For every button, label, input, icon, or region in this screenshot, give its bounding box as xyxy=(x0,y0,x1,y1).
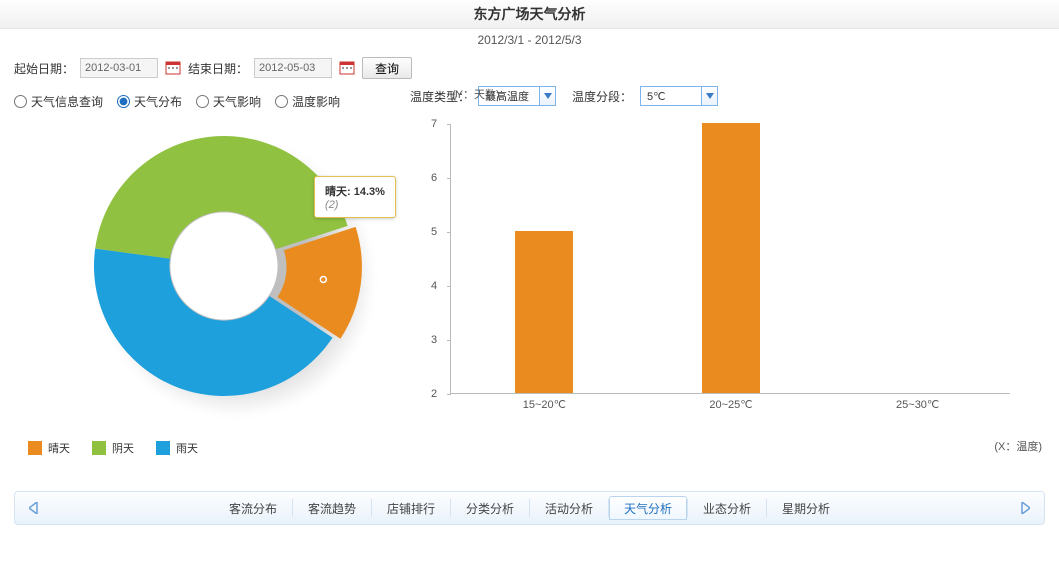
tab-客流分布[interactable]: 客流分布 xyxy=(214,496,292,520)
query-button[interactable]: 查询 xyxy=(362,57,412,79)
radio-label: 天气分布 xyxy=(134,93,182,110)
x-tick-label: 20~25℃ xyxy=(709,398,752,411)
radio-label: 温度影响 xyxy=(292,93,340,110)
y-tick-label: 7 xyxy=(431,118,437,130)
radio-option[interactable]: 天气分布 xyxy=(117,93,182,110)
y-axis-title: (Y：天数) xyxy=(452,86,500,102)
bar-chart-container: 温度类型： 最高温度 温度分段： 5℃ (Y：天数) 2 3 4 5 6 7 15~20℃ 2… xyxy=(410,86,1050,456)
calendar-icon[interactable] xyxy=(164,59,182,77)
y-tick-label: 4 xyxy=(431,280,437,292)
end-date-input[interactable] xyxy=(254,58,332,78)
tabs-list: 客流分布客流趋势店铺排行分类分析活动分析天气分析业态分析星期分析 xyxy=(45,496,1014,520)
bar[interactable] xyxy=(702,123,760,393)
date-picker-row: 起始日期： 结束日期： 查询 xyxy=(14,57,1045,79)
legend-label: 雨天 xyxy=(176,440,198,456)
tooltip-label: 晴天: 14.3% xyxy=(325,186,385,198)
y-tick-label: 6 xyxy=(431,172,437,184)
y-tick-label: 2 xyxy=(431,388,437,400)
tabs-next-arrow[interactable] xyxy=(1014,497,1036,519)
legend-swatch xyxy=(28,441,42,455)
radio-option[interactable]: 天气信息查询 xyxy=(14,93,103,110)
calendar-icon[interactable] xyxy=(338,59,356,77)
x-tick-label: 25~30℃ xyxy=(896,398,939,411)
bottom-tab-bar: 客流分布客流趋势店铺排行分类分析活动分析天气分析业态分析星期分析 xyxy=(14,491,1045,525)
radio-input[interactable] xyxy=(14,95,27,108)
radio-input[interactable] xyxy=(117,95,130,108)
radio-label: 天气影响 xyxy=(213,93,261,110)
tab-客流趋势[interactable]: 客流趋势 xyxy=(293,496,371,520)
legend-label: 阴天 xyxy=(112,440,134,456)
date-range-display: 2012/3/1 - 2012/5/3 xyxy=(0,33,1059,47)
pie-tooltip: 晴天: 14.3% (2) xyxy=(314,176,396,218)
temp-step-select[interactable]: 5℃ xyxy=(640,86,718,106)
pie-legend: 晴天 阴天 雨天 xyxy=(28,440,198,456)
start-date-input[interactable] xyxy=(80,58,158,78)
main-chart-area: 晴天: 14.3% (2) 晴天阴天雨天 温度类型： 最高温度 温度分段： 5℃… xyxy=(0,116,1059,476)
radio-option[interactable]: 天气影响 xyxy=(196,93,261,110)
bar-controls-row: 温度类型： 最高温度 温度分段： 5℃ xyxy=(410,86,1050,106)
tooltip-count: (2) xyxy=(325,199,385,211)
legend-swatch xyxy=(156,441,170,455)
x-axis-title: (X：温度) xyxy=(994,438,1042,454)
bar[interactable] xyxy=(515,231,573,393)
x-tick-label: 15~20℃ xyxy=(523,398,566,411)
end-date-label: 结束日期： xyxy=(188,60,248,77)
bar-chart: 2 3 4 5 6 7 15~20℃ 20~25℃ 25~30℃ xyxy=(410,112,1030,422)
tab-天气分析[interactable]: 天气分析 xyxy=(609,496,687,520)
legend-item[interactable]: 阴天 xyxy=(92,440,134,456)
tabs-prev-arrow[interactable] xyxy=(23,497,45,519)
radio-label: 天气信息查询 xyxy=(31,93,103,110)
pie-chart-container: 晴天: 14.3% (2) 晴天 阴天 雨天 xyxy=(14,116,394,456)
chevron-down-icon[interactable] xyxy=(539,87,555,105)
title-bar: 东方广场天气分析 xyxy=(0,0,1059,29)
tab-业态分析[interactable]: 业态分析 xyxy=(688,496,766,520)
legend-swatch xyxy=(92,441,106,455)
radio-option[interactable]: 温度影响 xyxy=(275,93,340,110)
y-tick-label: 5 xyxy=(431,226,437,238)
radio-input[interactable] xyxy=(275,95,288,108)
chevron-down-icon[interactable] xyxy=(701,87,717,105)
page-title: 东方广场天气分析 xyxy=(0,4,1059,24)
y-tick-label: 3 xyxy=(431,334,437,346)
legend-item[interactable]: 雨天 xyxy=(156,440,198,456)
radio-input[interactable] xyxy=(196,95,209,108)
pie-chart xyxy=(84,126,364,406)
temp-step-label: 温度分段： xyxy=(572,88,632,105)
start-date-label: 起始日期： xyxy=(14,60,74,77)
tab-星期分析[interactable]: 星期分析 xyxy=(767,496,845,520)
tab-分类分析[interactable]: 分类分析 xyxy=(451,496,529,520)
tab-店铺排行[interactable]: 店铺排行 xyxy=(372,496,450,520)
temp-step-value: 5℃ xyxy=(641,90,701,103)
legend-label: 晴天 xyxy=(48,440,70,456)
legend-item[interactable]: 晴天 xyxy=(28,440,70,456)
bar-plot-area: 23456715~20℃20~25℃25~30℃ xyxy=(450,124,1010,394)
tab-活动分析[interactable]: 活动分析 xyxy=(530,496,608,520)
